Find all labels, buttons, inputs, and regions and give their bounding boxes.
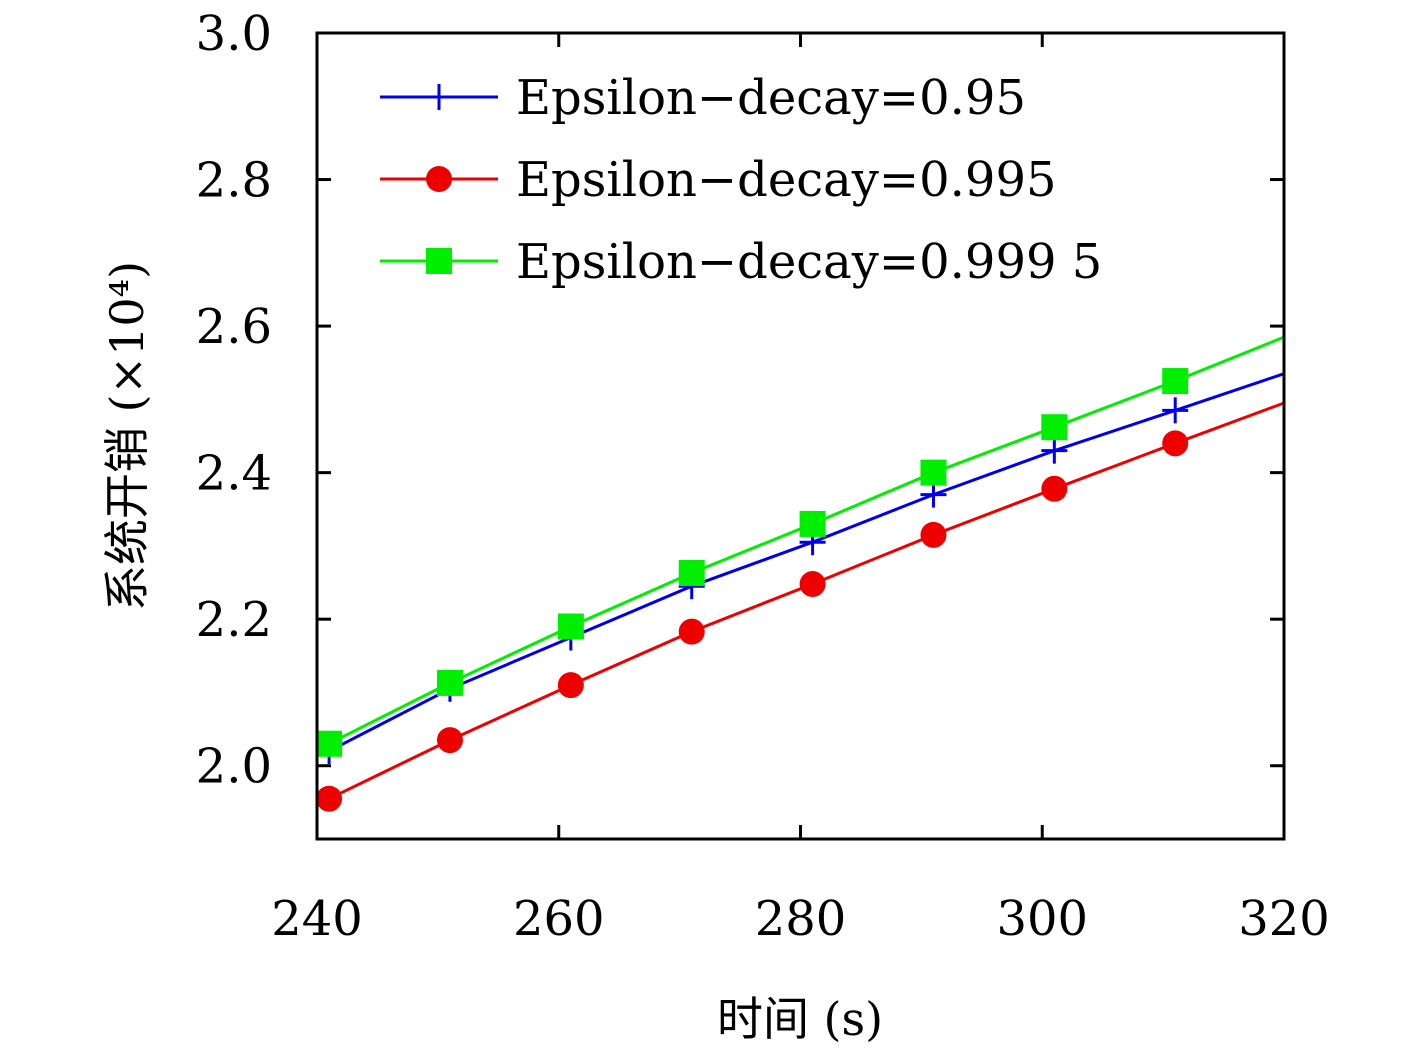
circle-marker: [436, 727, 463, 754]
circle-marker: [426, 166, 452, 192]
square-marker: [426, 248, 452, 274]
circle-marker: [920, 521, 947, 548]
plus-marker: [1041, 437, 1068, 464]
x-tick-label: 240: [271, 891, 363, 947]
y-axis-title: 系统开销 (×10⁴): [100, 261, 154, 611]
square-marker: [316, 730, 343, 757]
circle-marker: [1041, 475, 1068, 502]
legend-entry: Epsilon−decay=0.995: [380, 152, 1057, 208]
y-tick-label: 2.8: [196, 153, 272, 209]
legend-label: Epsilon−decay=0.995: [516, 152, 1057, 208]
circle-marker: [316, 785, 343, 812]
square-marker: [557, 613, 584, 640]
square-marker: [799, 510, 826, 537]
square-marker: [678, 560, 705, 587]
y-tick-label: 2.4: [196, 446, 272, 502]
x-tick-label: 280: [755, 891, 847, 947]
square-marker: [1041, 414, 1068, 441]
x-tick-label: 300: [996, 891, 1088, 947]
square-marker: [1162, 368, 1189, 395]
legend: Epsilon−decay=0.95 Epsilon−decay=0.995 Eps…: [380, 70, 1102, 290]
series-3: [316, 335, 1285, 757]
plus-marker: [1162, 397, 1189, 424]
legend-label: Epsilon−decay=0.95: [516, 70, 1026, 126]
series-line: [328, 335, 1285, 746]
legend-label: Epsilon−decay=0.999 5: [516, 234, 1102, 290]
circle-marker: [1162, 430, 1189, 457]
series-1: [316, 372, 1285, 765]
series-2: [316, 401, 1285, 812]
x-tick-label: 260: [513, 891, 605, 947]
y-tick-label: 2.2: [196, 592, 272, 648]
plus-marker: [920, 481, 947, 508]
legend-entry: Epsilon−decay=0.95: [380, 70, 1026, 126]
legend-entry: Epsilon−decay=0.999 5: [380, 234, 1102, 290]
x-tick-label: 320: [1238, 891, 1330, 947]
y-tick-label: 2.0: [196, 739, 272, 795]
square-marker: [920, 459, 947, 486]
circle-marker: [799, 571, 826, 598]
series-line: [328, 401, 1285, 801]
plus-marker: [426, 84, 452, 110]
ticks-layer: 240 260 280 300 320 2.0 2.2 2.4 2.6 2.8 3.0: [196, 6, 1330, 947]
x-axis-title: 时间 (s): [717, 992, 883, 1046]
circle-marker: [557, 672, 584, 699]
circle-marker: [678, 618, 705, 645]
square-marker: [436, 669, 463, 696]
y-tick-label: 2.6: [196, 299, 272, 355]
series-line: [328, 372, 1285, 753]
y-tick-label: 3.0: [196, 6, 272, 62]
series-layer: [316, 335, 1285, 812]
